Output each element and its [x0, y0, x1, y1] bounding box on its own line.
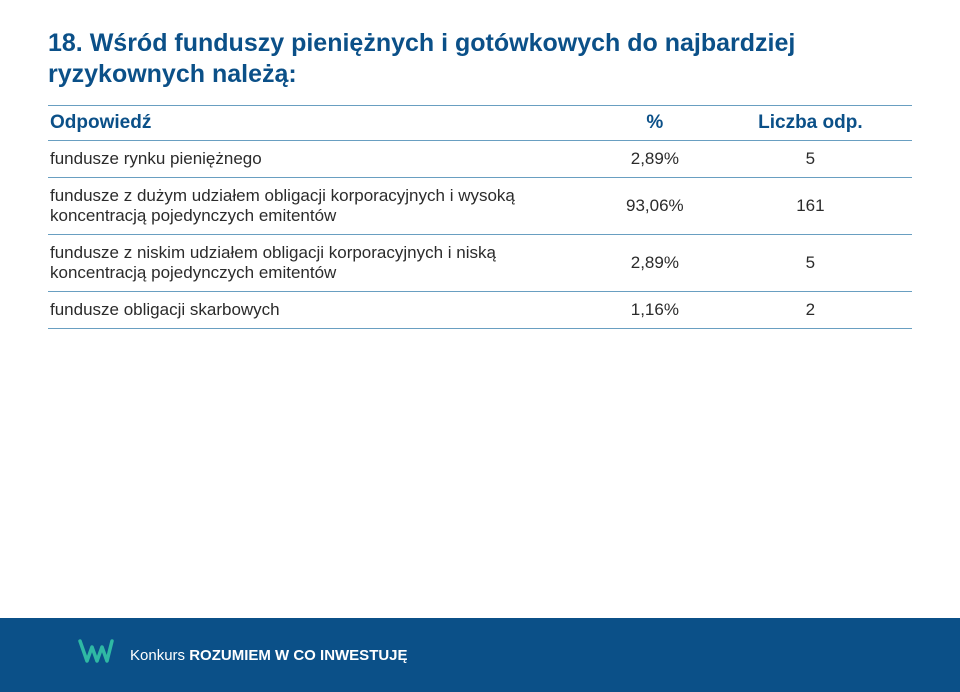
footer-text: Konkurs ROZUMIEM W CO INWESTUJĘ — [130, 647, 408, 664]
table-row: fundusze z dużym udziałem obligacji korp… — [48, 177, 912, 234]
cell-percent: 1,16% — [601, 291, 709, 328]
col-header-count: Liczba odp. — [709, 105, 912, 140]
cell-count: 161 — [709, 177, 912, 234]
footer-prefix: Konkurs — [130, 647, 189, 664]
col-header-percent: % — [601, 105, 709, 140]
logo-icon — [78, 637, 114, 672]
cell-percent: 2,89% — [601, 140, 709, 177]
cell-answer: fundusze rynku pieniężnego — [48, 140, 601, 177]
cell-count: 5 — [709, 234, 912, 291]
table-row: fundusze obligacji skarbowych 1,16% 2 — [48, 291, 912, 328]
cell-count: 5 — [709, 140, 912, 177]
answers-table: Odpowiedź % Liczba odp. fundusze rynku p… — [48, 105, 912, 329]
cell-answer: fundusze z niskim udziałem obligacji kor… — [48, 234, 601, 291]
cell-answer: fundusze z dużym udziałem obligacji korp… — [48, 177, 601, 234]
footer-bar: Konkurs ROZUMIEM W CO INWESTUJĘ — [0, 618, 960, 692]
question-title: 18. Wśród funduszy pieniężnych i gotówko… — [48, 28, 912, 91]
table-header-row: Odpowiedź % Liczba odp. — [48, 105, 912, 140]
table-row: fundusze rynku pieniężnego 2,89% 5 — [48, 140, 912, 177]
col-header-answer: Odpowiedź — [48, 105, 601, 140]
footer-bold: ROZUMIEM W CO INWESTUJĘ — [189, 647, 407, 664]
cell-count: 2 — [709, 291, 912, 328]
cell-percent: 2,89% — [601, 234, 709, 291]
table-row: fundusze z niskim udziałem obligacji kor… — [48, 234, 912, 291]
cell-percent: 93,06% — [601, 177, 709, 234]
cell-answer: fundusze obligacji skarbowych — [48, 291, 601, 328]
